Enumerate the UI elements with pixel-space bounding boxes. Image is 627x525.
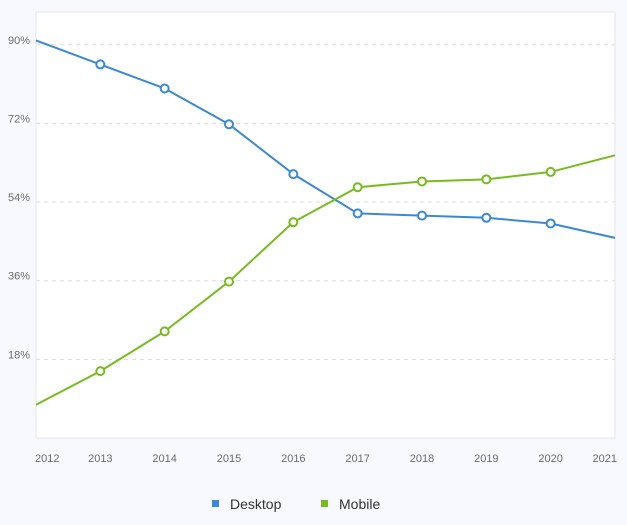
data-point-desktop[interactable] — [481, 212, 492, 223]
data-point-desktop[interactable] — [417, 210, 427, 221]
grid-lines — [36, 44, 615, 360]
data-point-mobile[interactable] — [224, 276, 234, 287]
x-axis-ticks: 2012 2013 2014 2015 2016 2017 2018 2019 2020 2021 — [35, 453, 617, 465]
data-point-desktop[interactable] — [95, 59, 106, 70]
x-tick-label: 2019 — [474, 453, 498, 465]
legend-swatch-mobile — [321, 500, 328, 507]
x-tick-label: 2016 — [281, 453, 305, 465]
series-lines — [35, 39, 616, 406]
legend-item-desktop[interactable]: Desktop — [212, 496, 282, 512]
legend-label-mobile: Mobile — [339, 496, 380, 512]
x-tick-label: 2017 — [345, 453, 369, 465]
x-tick-label: 2018 — [410, 453, 434, 465]
y-tick-label: 36% — [8, 271, 30, 283]
x-tick-label: 2021 — [593, 453, 617, 465]
plot-area — [35, 11, 616, 439]
legend: Desktop Mobile — [212, 496, 380, 512]
data-point-desktop[interactable] — [224, 119, 234, 130]
legend-label-desktop: Desktop — [230, 496, 282, 512]
series-points — [95, 59, 556, 377]
data-point-mobile[interactable] — [159, 326, 170, 337]
y-tick-label: 54% — [8, 192, 30, 204]
data-point-mobile[interactable] — [95, 366, 106, 377]
x-tick-label: 2014 — [152, 453, 176, 465]
data-point-mobile[interactable] — [417, 176, 427, 187]
data-point-mobile[interactable] — [481, 174, 492, 185]
x-tick-label: 2015 — [217, 453, 241, 465]
data-point-desktop[interactable] — [159, 83, 170, 94]
data-point-desktop[interactable] — [545, 218, 556, 229]
data-point-mobile[interactable] — [545, 166, 556, 177]
y-tick-label: 18% — [8, 349, 30, 361]
series-line-desktop — [35, 39, 616, 239]
series-line-mobile — [35, 154, 616, 406]
x-tick-label: 2013 — [88, 453, 112, 465]
data-point-desktop[interactable] — [352, 208, 363, 219]
x-tick-label: 2020 — [538, 453, 562, 465]
data-point-mobile[interactable] — [288, 217, 299, 228]
data-point-mobile[interactable] — [352, 182, 363, 193]
y-axis-ticks: 18% 36% 54% 72% 90% — [8, 35, 30, 362]
legend-swatch-desktop — [212, 500, 219, 507]
x-tick-label: 2012 — [35, 453, 59, 465]
y-tick-label: 90% — [8, 35, 30, 47]
data-point-desktop[interactable] — [288, 169, 299, 180]
legend-item-mobile[interactable]: Mobile — [321, 496, 380, 512]
y-tick-label: 72% — [8, 113, 30, 125]
